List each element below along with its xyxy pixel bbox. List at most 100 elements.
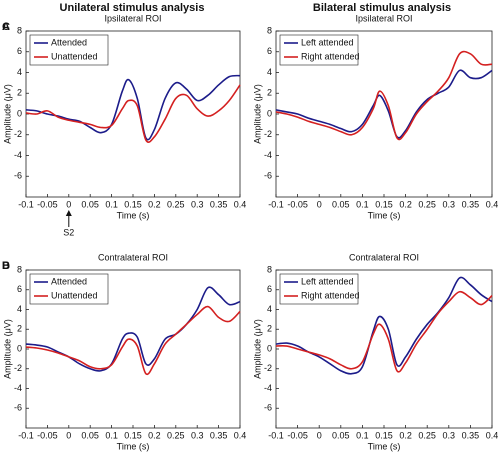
x-tick-label: 0.05 bbox=[81, 430, 99, 440]
y-tick-label: 8 bbox=[267, 25, 272, 35]
x-tick-label: 0.25 bbox=[418, 430, 436, 440]
x-tick-label: -0.05 bbox=[287, 199, 308, 209]
y-tick-label: 6 bbox=[267, 284, 272, 294]
annotation-label: S2 bbox=[63, 227, 74, 237]
x-axis-label: Time (s) bbox=[117, 210, 150, 220]
y-tick-label: 2 bbox=[17, 324, 22, 334]
plot-frame bbox=[25, 269, 241, 429]
x-axis-label: Time (s) bbox=[117, 441, 150, 451]
y-tick-label: -6 bbox=[264, 171, 272, 181]
y-tick-label: -2 bbox=[264, 363, 272, 373]
y-tick-label: 6 bbox=[17, 284, 22, 294]
y-tick-label: -6 bbox=[264, 403, 272, 413]
x-tick-label: 0.35 bbox=[210, 199, 228, 209]
y-axis-label: Amplitude (μV) bbox=[252, 84, 262, 144]
legend-box bbox=[29, 34, 109, 66]
data-line bbox=[25, 84, 241, 143]
legend-box bbox=[279, 273, 359, 305]
y-tick-label: 4 bbox=[17, 67, 22, 77]
y-tick-label: -4 bbox=[14, 383, 22, 393]
y-tick-label: 0 bbox=[267, 343, 272, 353]
x-tick-label: -0.05 bbox=[287, 430, 308, 440]
y-tick-label: -2 bbox=[264, 129, 272, 139]
x-tick-label: 0 bbox=[317, 430, 322, 440]
y-axis-label: Amplitude (μV) bbox=[2, 319, 12, 379]
x-tick-label: 0.4 bbox=[486, 199, 499, 209]
x-axis-label: Time (s) bbox=[368, 210, 401, 220]
plot-frame bbox=[275, 269, 493, 429]
panel-label: C bbox=[2, 21, 10, 33]
y-tick-label: 0 bbox=[267, 108, 272, 118]
x-tick-label: 0.3 bbox=[443, 430, 456, 440]
y-tick-label: 2 bbox=[267, 88, 272, 98]
x-tick-label: 0.25 bbox=[167, 430, 185, 440]
x-tick-label: 0.05 bbox=[81, 199, 99, 209]
x-tick-label: 0 bbox=[66, 430, 71, 440]
x-tick-label: 0.35 bbox=[210, 430, 228, 440]
panel-label: B bbox=[2, 260, 10, 272]
y-tick-label: 0 bbox=[17, 343, 22, 353]
x-tick-label: 0.4 bbox=[486, 430, 499, 440]
x-tick-label: -0.1 bbox=[18, 199, 34, 209]
x-tick-label: 0.15 bbox=[124, 199, 142, 209]
panel-title: Ipsilateral ROI bbox=[104, 13, 161, 23]
x-tick-label: 0 bbox=[66, 199, 71, 209]
x-tick-label: 0.3 bbox=[191, 199, 204, 209]
x-tick-label: -0.05 bbox=[37, 430, 58, 440]
y-tick-label: -2 bbox=[14, 363, 22, 373]
x-tick-label: 0.2 bbox=[399, 199, 412, 209]
x-tick-label: 0.4 bbox=[234, 430, 247, 440]
y-tick-label: 4 bbox=[267, 67, 272, 77]
legend-label: Attended bbox=[51, 37, 87, 47]
x-tick-label: 0.2 bbox=[148, 199, 161, 209]
y-tick-label: -6 bbox=[14, 403, 22, 413]
column-heading: Unilateral stimulus analysis bbox=[60, 2, 205, 14]
x-tick-label: 0.35 bbox=[462, 199, 480, 209]
y-axis-label: Amplitude (μV) bbox=[2, 84, 12, 144]
data-line bbox=[275, 50, 493, 141]
x-tick-label: -0.1 bbox=[268, 199, 284, 209]
y-tick-label: 4 bbox=[17, 304, 22, 314]
y-tick-label: 2 bbox=[267, 324, 272, 334]
x-tick-label: 0.25 bbox=[418, 199, 436, 209]
legend-label: Right attended bbox=[301, 51, 360, 61]
y-tick-label: -6 bbox=[14, 171, 22, 181]
y-tick-label: 2 bbox=[17, 88, 22, 98]
y-tick-label: -2 bbox=[14, 129, 22, 139]
x-tick-label: 0.1 bbox=[356, 199, 369, 209]
x-tick-label: 0.2 bbox=[399, 430, 412, 440]
y-tick-label: 8 bbox=[267, 264, 272, 274]
x-tick-label: -0.1 bbox=[268, 430, 284, 440]
y-tick-label: 8 bbox=[17, 264, 22, 274]
x-tick-label: 0.15 bbox=[375, 430, 393, 440]
legend-box bbox=[279, 34, 359, 66]
y-tick-label: 0 bbox=[17, 108, 22, 118]
y-tick-label: -4 bbox=[264, 150, 272, 160]
x-tick-label: 0 bbox=[317, 199, 322, 209]
x-tick-label: 0.35 bbox=[462, 430, 480, 440]
y-tick-label: -4 bbox=[264, 383, 272, 393]
legend-box bbox=[29, 273, 109, 305]
x-tick-label: 0.1 bbox=[105, 199, 118, 209]
legend-label: Left attended bbox=[301, 37, 354, 47]
data-line bbox=[275, 276, 493, 375]
x-tick-label: 0.05 bbox=[332, 199, 350, 209]
x-tick-label: 0.15 bbox=[124, 430, 142, 440]
plot-frame bbox=[275, 30, 493, 198]
panel-title: Contralateral ROI bbox=[98, 252, 168, 262]
x-tick-label: 0.3 bbox=[443, 199, 456, 209]
panel-title: Contralateral ROI bbox=[349, 252, 419, 262]
plot-frame bbox=[25, 30, 241, 198]
y-tick-label: 8 bbox=[17, 25, 22, 35]
y-tick-label: 6 bbox=[267, 46, 272, 56]
x-axis-label: Time (s) bbox=[368, 441, 401, 451]
x-tick-label: 0.1 bbox=[356, 430, 369, 440]
panel-label: D bbox=[2, 260, 10, 272]
data-line bbox=[275, 69, 493, 139]
x-tick-label: 0.05 bbox=[332, 430, 350, 440]
legend-label: Right attended bbox=[301, 290, 360, 300]
data-line bbox=[25, 305, 241, 376]
x-tick-label: 0.15 bbox=[375, 199, 393, 209]
legend-label: Attended bbox=[51, 276, 87, 286]
